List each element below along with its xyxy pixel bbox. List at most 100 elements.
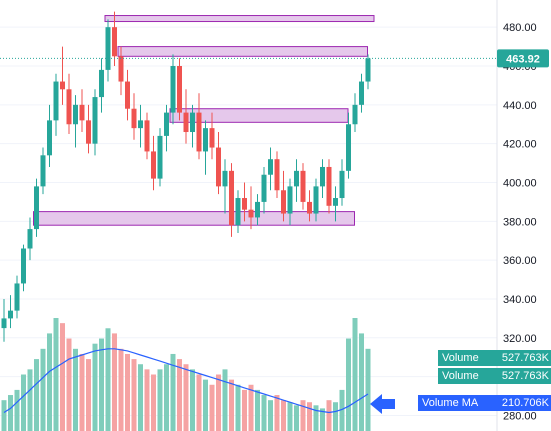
volume-ma-label-key: Volume MA bbox=[422, 397, 479, 409]
volume-bar bbox=[339, 389, 345, 431]
volume-bar bbox=[14, 389, 20, 431]
candle-body bbox=[294, 170, 299, 187]
volume-bar bbox=[365, 348, 371, 431]
candle-body bbox=[144, 120, 150, 152]
volume-bar bbox=[27, 369, 33, 431]
candle-body bbox=[196, 112, 202, 152]
candle-body bbox=[203, 128, 208, 152]
zone-top bbox=[104, 15, 375, 23]
candle-body bbox=[359, 81, 364, 105]
volume-ma-arrow-icon bbox=[370, 394, 382, 414]
volume-bar bbox=[196, 374, 202, 431]
volume-ma-line bbox=[3, 348, 369, 414]
volume-bar bbox=[92, 343, 98, 431]
volume-bar bbox=[138, 364, 143, 431]
candle-body bbox=[307, 201, 312, 214]
volume-ma-label-value: 210.706K bbox=[501, 397, 549, 409]
candle-body bbox=[313, 186, 319, 214]
volume-bar bbox=[105, 328, 111, 431]
volume-ma-path bbox=[3, 348, 369, 414]
candle-body bbox=[255, 201, 260, 218]
candle-body bbox=[60, 81, 65, 90]
volume-bar bbox=[8, 395, 13, 431]
price-tick-label: 380.00 bbox=[503, 216, 537, 228]
candle-body bbox=[164, 112, 169, 136]
price-tick-label: 280.00 bbox=[503, 410, 537, 422]
candle-body bbox=[27, 229, 33, 249]
volume-bar bbox=[222, 369, 228, 431]
volume-label-1-key: Volume bbox=[442, 352, 479, 364]
candle-body bbox=[190, 112, 195, 133]
candle-body bbox=[300, 170, 306, 202]
price-tick-label: 340.00 bbox=[503, 294, 537, 306]
price-tick-label: 480.00 bbox=[503, 22, 537, 34]
candle-body bbox=[183, 112, 189, 133]
candle-body bbox=[118, 56, 124, 82]
volume-bar bbox=[99, 338, 104, 431]
price-tick-label: 440.00 bbox=[503, 100, 537, 112]
volume-bar bbox=[177, 359, 182, 431]
candle-body bbox=[248, 209, 254, 218]
candle-body bbox=[79, 104, 85, 121]
volume-label-2-value: 527.763K bbox=[501, 370, 549, 382]
volume-bar bbox=[235, 384, 241, 431]
price-tick-label: 360.00 bbox=[503, 255, 537, 267]
candle-body bbox=[47, 120, 52, 156]
candle-body bbox=[131, 108, 137, 129]
volume-bar bbox=[66, 338, 72, 431]
volume-bar bbox=[333, 402, 338, 431]
volume-bars bbox=[1, 318, 371, 431]
candle-body bbox=[138, 120, 143, 129]
volume-bar bbox=[346, 338, 351, 431]
candle-body bbox=[320, 166, 325, 187]
volume-bar bbox=[60, 323, 65, 431]
candle-body bbox=[40, 155, 46, 187]
candle-body bbox=[365, 58, 371, 82]
volume-bar bbox=[203, 379, 208, 431]
candle-body bbox=[346, 124, 351, 171]
candle-body bbox=[222, 170, 228, 187]
last-price-value: 463.92 bbox=[506, 53, 540, 65]
volume-label-2: Volume 527.763K bbox=[438, 368, 551, 384]
candle-body bbox=[235, 198, 241, 226]
volume-bar bbox=[21, 374, 26, 431]
volume-ma-label: Volume MA 210.706K bbox=[418, 395, 551, 411]
price-tick-label: 420.00 bbox=[503, 139, 537, 151]
volume-bar bbox=[307, 402, 312, 431]
candle-body bbox=[326, 166, 332, 206]
candle-body bbox=[112, 27, 117, 57]
volume-bar bbox=[229, 379, 234, 431]
volume-bar bbox=[352, 318, 358, 431]
volume-bar bbox=[125, 353, 130, 431]
volume-bar bbox=[216, 374, 221, 431]
volume-bar bbox=[261, 395, 267, 431]
volume-bar bbox=[53, 318, 59, 431]
volume-bar bbox=[281, 400, 286, 431]
candle-body bbox=[86, 120, 91, 144]
volume-bar bbox=[248, 384, 254, 431]
volume-bar bbox=[151, 374, 156, 431]
volume-bar bbox=[300, 400, 306, 431]
candle-body bbox=[268, 159, 273, 175]
candle-body bbox=[287, 186, 293, 214]
volume-bar bbox=[157, 369, 163, 431]
volume-bar bbox=[118, 348, 124, 431]
candle-body bbox=[92, 97, 98, 144]
volume-bar bbox=[40, 348, 46, 431]
candle-body bbox=[170, 66, 176, 113]
candle-body bbox=[261, 174, 267, 202]
volume-ma-arrow-stem bbox=[381, 399, 395, 409]
volume-bar bbox=[170, 353, 176, 431]
volume-bar bbox=[359, 333, 364, 431]
volume-bar bbox=[112, 333, 117, 431]
volume-bar bbox=[86, 359, 91, 431]
volume-bar bbox=[287, 402, 293, 431]
volume-bar bbox=[326, 400, 332, 431]
candle-body bbox=[333, 198, 338, 206]
price-tick-label: 400.00 bbox=[503, 177, 537, 189]
volume-label-2-key: Volume bbox=[442, 370, 479, 382]
candle-body bbox=[14, 283, 20, 311]
zone-upper bbox=[117, 46, 368, 57]
volume-bar bbox=[131, 359, 137, 431]
